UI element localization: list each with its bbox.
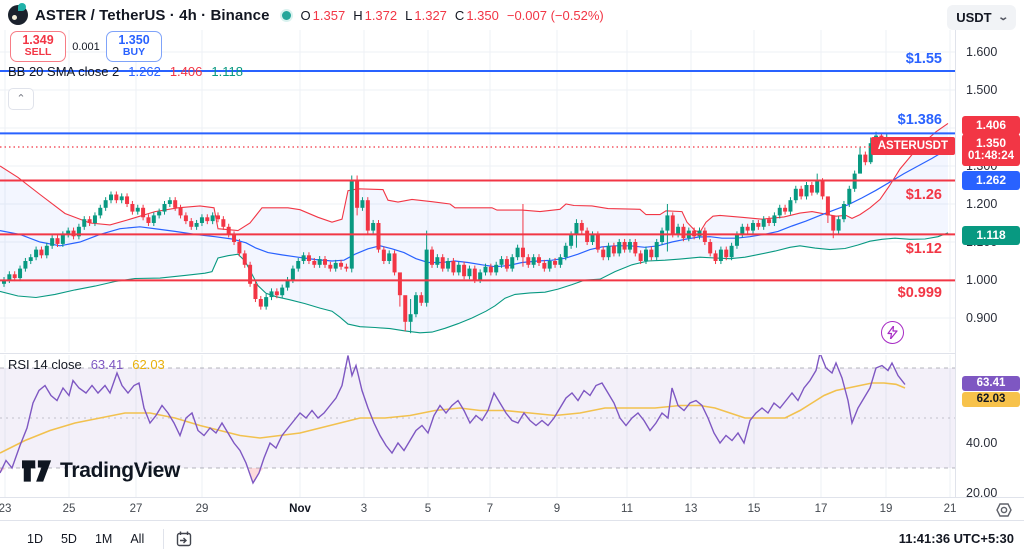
time-axis-tick: 9 bbox=[553, 503, 561, 515]
price-level-label: $1.12 bbox=[905, 241, 942, 258]
price-axis[interactable]: 1.6001.5001.3001.2001.1001.0000.9001.406… bbox=[955, 30, 1024, 520]
ohlc-values: O 1.357 H 1.372 L 1.327 C 1.350 −0.007 (−0.5… bbox=[301, 8, 604, 23]
collapse-pane-button[interactable]: ⌃ bbox=[8, 88, 34, 110]
price-axis-badge: 1.262 bbox=[962, 170, 1020, 190]
rsi-ma-line bbox=[0, 382, 906, 454]
rsi-value: 63.41 bbox=[90, 357, 124, 372]
range-button-5d[interactable]: 5D bbox=[60, 531, 77, 546]
time-axis-tick: 29 bbox=[195, 503, 209, 515]
range-button-1m[interactable]: 1M bbox=[94, 531, 113, 546]
time-axis-tick: 23 bbox=[0, 503, 12, 515]
clock-display: 11:41:36 UTC+5:30 bbox=[898, 531, 1014, 546]
go-to-date-calendar-icon[interactable] bbox=[174, 529, 194, 549]
bollinger-upper-line bbox=[0, 122, 949, 233]
sell-button[interactable]: 1.349 SELL bbox=[10, 31, 66, 62]
tradingview-wordmark: TradingView bbox=[60, 459, 181, 482]
price-axis-badge: 1.406 bbox=[962, 116, 1020, 136]
price-axis-tick: 1.600 bbox=[966, 45, 998, 59]
rsi-ma-value: 62.03 bbox=[132, 357, 165, 372]
open-value: 1.357 bbox=[312, 7, 346, 23]
rsi-oversold-fill bbox=[249, 468, 264, 483]
range-button-1d[interactable]: 1D bbox=[27, 531, 43, 546]
rsi-axis-badge: 62.03 bbox=[962, 392, 1020, 408]
rsi-pane-canvas[interactable] bbox=[0, 355, 955, 497]
price-chart-canvas[interactable] bbox=[0, 30, 955, 352]
low-value: 1.327 bbox=[414, 7, 447, 23]
buy-price: 1.350 bbox=[118, 33, 150, 47]
buy-button[interactable]: 1.350 BUY bbox=[106, 31, 162, 62]
bb-lower-value: 1.118 bbox=[211, 64, 243, 79]
chevron-up-icon: ⌃ bbox=[16, 93, 26, 105]
price-axis-tick: 0.900 bbox=[966, 311, 998, 325]
bottom-toolbar: 1D 5D 1M All 11:41:36 UTC+5:30 bbox=[0, 520, 1024, 556]
bollinger-lower-line bbox=[0, 232, 949, 334]
tradingview-logo-icon bbox=[22, 460, 52, 482]
time-axis-tick: 27 bbox=[129, 503, 143, 515]
price-level-label: $1.386 bbox=[897, 112, 942, 129]
market-status-dot bbox=[281, 10, 291, 20]
time-axis-settings-icon[interactable] bbox=[996, 502, 1012, 518]
bb-indicator-legend[interactable]: BB 20 SMA close 2 1.262 1.406 1.118 bbox=[8, 64, 243, 79]
bb-legend-title: BB 20 SMA close 2 bbox=[8, 64, 120, 79]
rsi-axis-tick: 40.00 bbox=[966, 436, 998, 450]
chart-header: ASTER / TetherUS · 4h · Binance O 1.357 H… bbox=[0, 0, 1024, 30]
price-level-label: $1.55 bbox=[905, 51, 942, 67]
trade-panel: 1.349 SELL 0.001 1.350 BUY bbox=[10, 31, 162, 62]
price-level-label: $0.999 bbox=[897, 285, 942, 302]
time-axis-tick: 19 bbox=[879, 503, 893, 515]
aster-coin-logo-icon bbox=[8, 3, 28, 25]
price-line-symbol-tag[interactable]: ASTERUSDT bbox=[870, 137, 955, 155]
rsi-legend-title: RSI 14 close bbox=[8, 357, 82, 372]
range-button-all[interactable]: All bbox=[130, 531, 145, 546]
time-axis-tick: 17 bbox=[814, 503, 828, 515]
bollinger-fill bbox=[0, 123, 948, 333]
symbol-title[interactable]: ASTER / TetherUS · 4h · Binance bbox=[35, 6, 270, 24]
bb-upper-value: 1.406 bbox=[169, 64, 203, 79]
rsi-band-fill bbox=[0, 368, 955, 468]
time-axis-tick: 25 bbox=[62, 503, 76, 515]
sell-price: 1.349 bbox=[22, 33, 54, 47]
sell-label: SELL bbox=[24, 46, 52, 59]
price-axis-tick: 1.500 bbox=[966, 83, 998, 97]
toolbar-divider bbox=[163, 528, 165, 549]
time-axis-tick: 21 bbox=[943, 503, 957, 515]
rsi-axis-tick: 20.00 bbox=[966, 486, 998, 500]
price-level-label: $1.26 bbox=[905, 187, 942, 204]
price-axis-badge: 1.350 01:48:24 bbox=[962, 134, 1020, 166]
chevron-down-icon: ⌄ bbox=[996, 12, 1009, 23]
low-key: L bbox=[405, 7, 413, 23]
price-axis-tick: 1.200 bbox=[966, 197, 998, 211]
time-axis-tick: 7 bbox=[486, 503, 494, 515]
currency-dropdown[interactable]: USDT ⌄ bbox=[947, 5, 1016, 30]
high-value: 1.372 bbox=[364, 7, 398, 23]
rsi-indicator-legend[interactable]: RSI 14 close 63.41 62.03 bbox=[8, 357, 165, 372]
bb-basis-value: 1.262 bbox=[128, 64, 161, 79]
time-axis-tick: 5 bbox=[424, 503, 432, 515]
change-value: −0.007 (−0.52%) bbox=[506, 7, 604, 23]
time-axis-tick: 15 bbox=[747, 503, 761, 515]
tradingview-watermark[interactable]: TradingView bbox=[22, 458, 180, 484]
spread-value: 0.001 bbox=[72, 40, 100, 53]
close-value: 1.350 bbox=[466, 7, 499, 23]
pane-divider[interactable] bbox=[0, 353, 955, 354]
close-key: C bbox=[454, 7, 465, 23]
buy-label: BUY bbox=[122, 46, 146, 59]
high-key: H bbox=[353, 7, 363, 23]
open-key: O bbox=[300, 7, 311, 23]
price-axis-badge: 1.118 bbox=[962, 225, 1020, 245]
price-axis-tick: 1.000 bbox=[966, 273, 998, 287]
time-axis[interactable]: 23 25 27 29 Nov 3 5 7 9 11 13 15 17 19 21 bbox=[0, 497, 1024, 520]
lightning-trade-icon[interactable] bbox=[881, 321, 904, 344]
currency-label: USDT bbox=[956, 10, 992, 25]
rsi-axis-badge: 63.41 bbox=[962, 376, 1020, 392]
time-axis-tick: 13 bbox=[684, 503, 698, 515]
rsi-line bbox=[0, 355, 906, 485]
time-axis-tick: 3 bbox=[360, 503, 368, 515]
time-axis-tick: 11 bbox=[621, 503, 633, 515]
time-axis-tick: Nov bbox=[289, 503, 311, 515]
